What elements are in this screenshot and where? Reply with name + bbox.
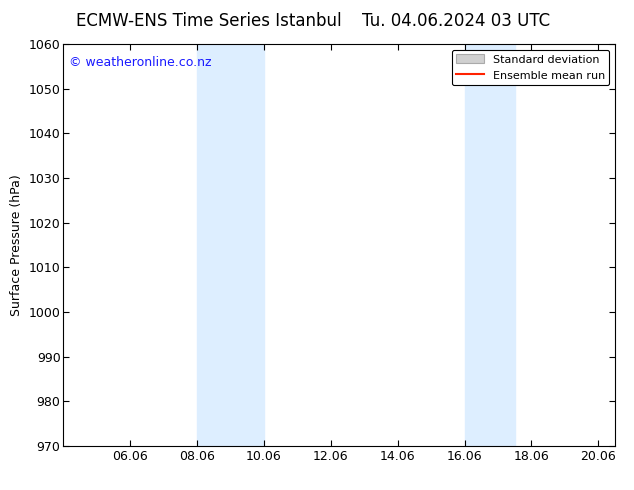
Legend: Standard deviation, Ensemble mean run: Standard deviation, Ensemble mean run [451,49,609,85]
Bar [197,44,264,446]
Text: Tu. 04.06.2024 03 UTC: Tu. 04.06.2024 03 UTC [363,12,550,30]
Text: ECMW-ENS Time Series Istanbul: ECMW-ENS Time Series Istanbul [77,12,342,30]
Bar [465,44,515,446]
Y-axis label: Surface Pressure (hPa): Surface Pressure (hPa) [10,174,23,316]
Text: © weatheronline.co.nz: © weatheronline.co.nz [69,56,211,69]
